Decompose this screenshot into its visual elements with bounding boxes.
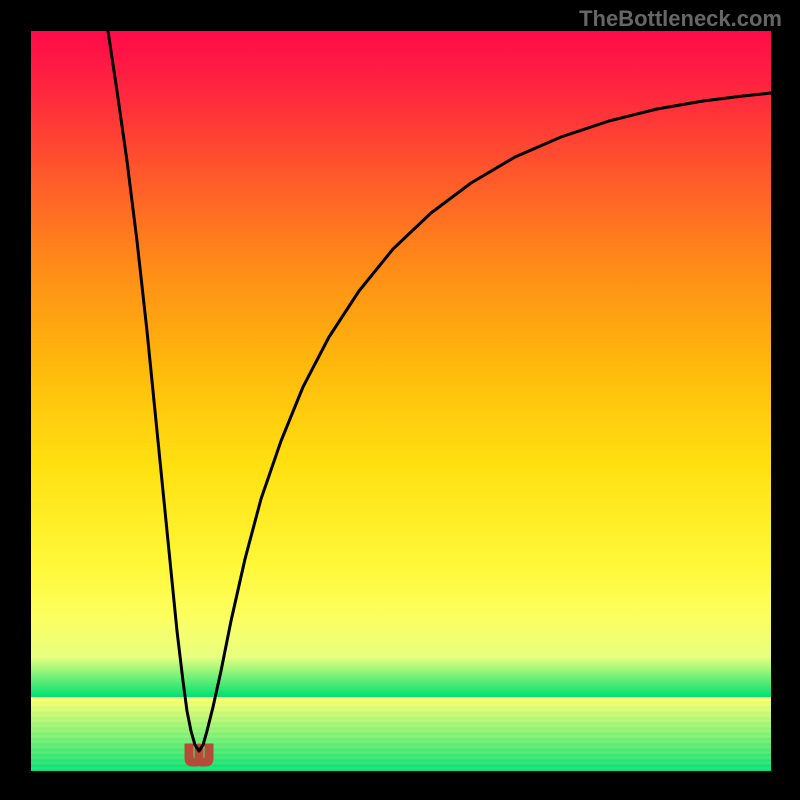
trough-marker: [185, 744, 213, 766]
chart-container: TheBottleneck.com: [0, 0, 800, 800]
watermark-text: TheBottleneck.com: [579, 6, 782, 32]
plot-svg: [31, 31, 771, 771]
plot-area: [31, 31, 771, 771]
gradient-background: [31, 31, 771, 771]
